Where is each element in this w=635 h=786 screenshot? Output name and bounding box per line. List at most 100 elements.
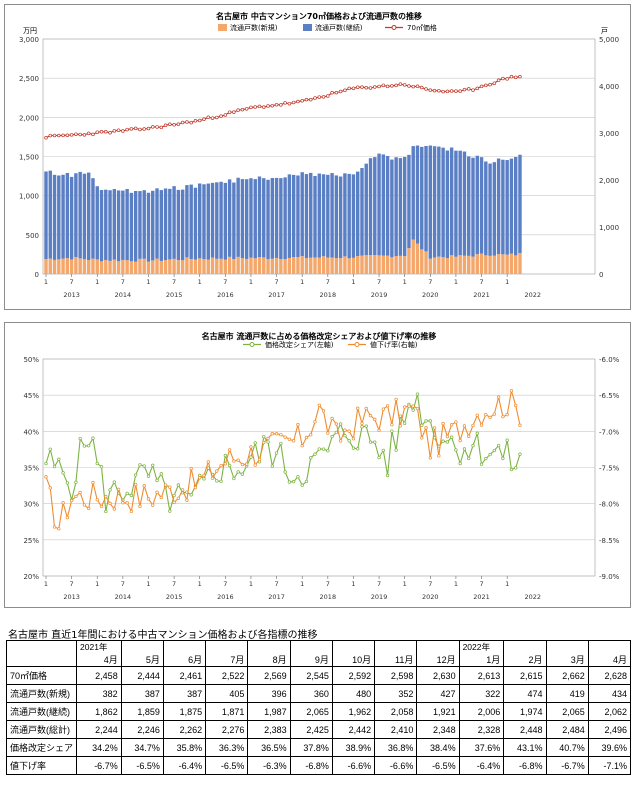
x-month-label: 1 — [95, 580, 99, 588]
bar-continuing — [253, 179, 257, 259]
cut-rate-point — [471, 423, 475, 428]
share-point — [82, 444, 87, 448]
bar-continuing — [313, 176, 317, 258]
share-point — [309, 456, 313, 460]
cut-rate-point — [232, 459, 236, 463]
price-point — [326, 94, 330, 98]
price-point — [287, 101, 292, 106]
bar-continuing — [219, 181, 223, 259]
bar-new — [168, 259, 172, 274]
x-year-label: 2014 — [115, 291, 132, 299]
price-point — [454, 89, 458, 93]
cut-rate-point — [292, 439, 296, 443]
bar-new — [227, 256, 232, 274]
y-tick-right: -7.5% — [599, 465, 620, 473]
table-cell: 2,448 — [503, 720, 547, 739]
price-point — [219, 114, 223, 118]
table-cell: 2,630 — [416, 666, 460, 685]
cut-rate-point — [381, 407, 385, 411]
x-month-label: 1 — [454, 580, 458, 588]
x-month-label: 1 — [505, 580, 509, 588]
cut-rate-point — [296, 423, 300, 427]
price-point — [52, 133, 57, 138]
table-row: 流通戸数(新規) 382 387 387 405 396 360 480 352 427 322 47… — [5, 684, 632, 703]
y-tick-right: 4,000 — [599, 83, 619, 91]
bar-continuing — [492, 162, 497, 256]
bar-new — [364, 255, 368, 274]
x-year-label: 2016 — [217, 593, 234, 601]
bar-new — [232, 259, 236, 274]
bar-continuing — [223, 182, 228, 260]
bar-new — [193, 259, 198, 274]
bar-continuing — [479, 157, 484, 254]
table-cell: 434 — [587, 684, 632, 703]
price-point — [518, 74, 522, 79]
share-point — [330, 434, 334, 439]
cut-rate-point — [437, 454, 441, 458]
table-cell: 2,006 — [458, 702, 505, 721]
share-point — [356, 447, 360, 451]
share-point — [479, 462, 484, 466]
cut-rate-point — [65, 515, 69, 520]
cut-rate-point — [518, 423, 522, 427]
bar-continuing — [501, 159, 505, 255]
bar-continuing — [445, 150, 450, 259]
bar-new — [441, 257, 445, 274]
x-month-label: 7 — [428, 278, 432, 286]
share-point — [202, 477, 206, 481]
share-point — [134, 473, 138, 477]
bar-continuing — [108, 190, 112, 261]
cut-rate-point — [432, 426, 437, 430]
table-cell: 2,442 — [331, 720, 376, 739]
price-point — [274, 102, 279, 107]
price-point — [133, 126, 138, 131]
x-month-label: 1 — [198, 580, 202, 588]
month-header: 7月 — [205, 653, 249, 667]
price-point — [61, 133, 65, 138]
bar-new — [415, 243, 420, 274]
bar-new — [317, 257, 321, 274]
price-point — [99, 130, 104, 134]
cut-rate-point — [99, 504, 104, 509]
x-month-label: 7 — [377, 278, 381, 286]
year-cell — [503, 640, 547, 653]
cut-rate-point — [116, 487, 121, 491]
bar-new — [296, 257, 300, 274]
cut-rate-point — [398, 424, 403, 428]
x-month-label: 7 — [223, 580, 227, 588]
price-point — [390, 84, 394, 88]
share-point — [445, 440, 450, 444]
share-point — [168, 509, 172, 513]
bar-continuing — [146, 192, 151, 262]
bar-new — [57, 259, 61, 274]
share-point — [424, 419, 428, 423]
cut-rate-point — [249, 445, 253, 449]
share-point — [266, 440, 270, 444]
share-point — [505, 438, 509, 442]
cut-rate-point — [159, 495, 163, 500]
share-point — [428, 419, 432, 423]
row-label: 70㎡価格 — [5, 666, 78, 685]
table-cell: -6.5% — [120, 756, 164, 775]
bar-continuing — [44, 171, 48, 259]
cut-rate-point — [240, 462, 245, 467]
month-header: 8月 — [247, 653, 291, 667]
y-tick-right: -9.0% — [599, 573, 620, 581]
price-point — [86, 131, 91, 136]
bar-new — [206, 259, 210, 274]
bar-continuing — [467, 156, 471, 256]
price-point — [420, 85, 424, 90]
table-year-row: 2021年 2022年 — [5, 640, 632, 653]
bar-continuing — [198, 183, 202, 259]
bar-new — [462, 255, 467, 274]
cut-rate-point — [479, 423, 484, 427]
price-point — [232, 110, 236, 114]
price-point — [411, 84, 415, 89]
price-point — [82, 133, 87, 137]
share-point — [274, 451, 279, 455]
price-point — [509, 74, 514, 79]
cut-rate-point — [403, 405, 407, 409]
cut-rate-point — [484, 412, 488, 417]
bar-new — [458, 255, 462, 274]
table-cell: -6.7% — [545, 756, 589, 775]
